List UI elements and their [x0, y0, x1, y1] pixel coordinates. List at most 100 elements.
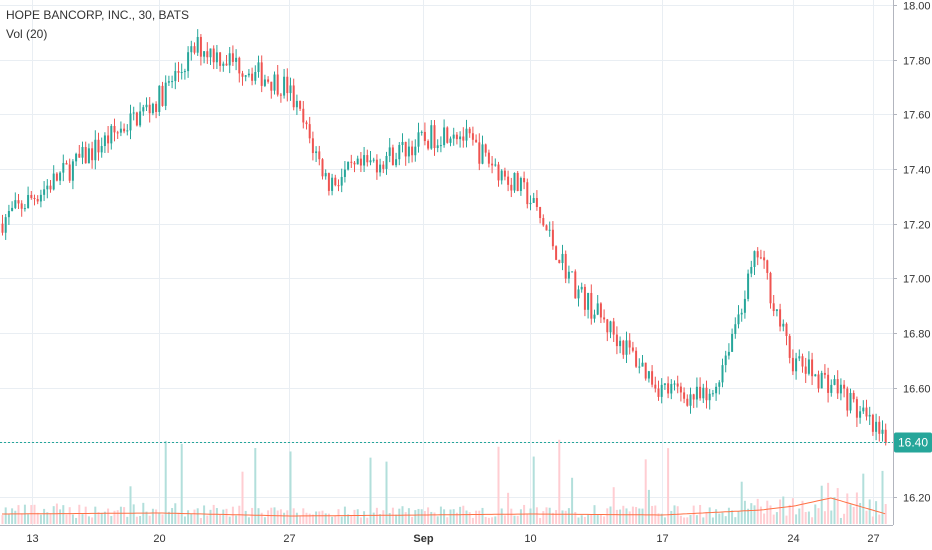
volume-bar: [97, 512, 100, 524]
volume-bar: [209, 509, 212, 524]
candle-body: [750, 266, 753, 274]
candle-body: [849, 392, 852, 411]
candle-body: [43, 189, 46, 195]
volume-bar: [129, 486, 132, 524]
volume-bar: [404, 512, 407, 524]
volume-bar: [881, 470, 884, 524]
volume-bar: [606, 508, 609, 524]
volume-bar: [667, 448, 670, 524]
volume-bar: [385, 461, 388, 524]
volume-bar: [17, 505, 20, 524]
volume-bar: [263, 517, 266, 524]
volume-bar: [481, 507, 484, 524]
volume-bar: [203, 505, 206, 524]
candle-body: [103, 135, 106, 147]
volume-bar: [340, 516, 343, 524]
candle-body: [702, 387, 705, 399]
candle-body: [788, 335, 791, 358]
volume-bar: [219, 514, 222, 524]
volume-bar: [836, 488, 839, 524]
candle-body: [574, 271, 577, 299]
volume-bar: [417, 508, 420, 524]
candle-body: [46, 185, 49, 190]
volume-bar: [436, 516, 439, 524]
volume-bar: [43, 508, 46, 524]
candle-body: [347, 161, 350, 170]
candle-body: [65, 163, 68, 165]
volume-bar: [814, 504, 817, 524]
candle-body: [78, 153, 81, 158]
volume-bar: [683, 517, 686, 524]
volume-bar: [356, 509, 359, 524]
candle-body: [763, 257, 766, 261]
volume-bar: [135, 516, 138, 524]
candle-body: [753, 251, 756, 267]
last-price-box: [894, 432, 932, 453]
volume-bar: [763, 513, 766, 524]
candle-body: [571, 271, 574, 273]
volume-bar: [705, 512, 708, 524]
volume-bar: [859, 502, 862, 524]
time-axis[interactable]: 13 20 27 Sep 10 17 24 27: [26, 533, 879, 545]
candle-body: [481, 144, 484, 164]
candle-body: [430, 125, 433, 149]
volume-bar: [689, 515, 692, 524]
volume-bar: [561, 510, 564, 524]
candle-body: [100, 146, 103, 153]
volume-bar: [843, 513, 846, 524]
volume-bar: [519, 509, 522, 524]
candle-body: [193, 46, 196, 53]
volume-bar: [46, 512, 49, 524]
candle-body: [398, 144, 401, 160]
volume-bar: [148, 515, 151, 524]
candle-body: [404, 141, 407, 157]
candle-body: [251, 73, 254, 81]
volume-bar: [695, 515, 698, 524]
candle-body: [228, 53, 231, 66]
candle-body: [644, 362, 647, 379]
candle-body: [183, 71, 186, 73]
candle-body: [852, 392, 855, 400]
volume-bar: [113, 510, 116, 524]
volume-bar: [379, 514, 382, 524]
candle-body: [449, 138, 452, 143]
volume-bar: [785, 515, 788, 524]
candle-body: [779, 309, 782, 327]
candle-body: [782, 323, 785, 327]
candle-body: [548, 229, 551, 231]
volume-bar: [241, 471, 244, 524]
volume-bar: [779, 499, 782, 524]
volume-bar: [315, 511, 318, 524]
candle-body: [827, 374, 830, 393]
price-tick-label: 16.80: [903, 329, 931, 341]
volume-bar: [535, 507, 538, 524]
candle-body: [740, 312, 743, 315]
candle-body: [881, 429, 884, 434]
candle-body: [830, 384, 833, 393]
volume-bar: [369, 457, 372, 524]
volume-bar: [193, 509, 196, 524]
time-tick-label: 13: [26, 533, 38, 545]
candle-body: [289, 85, 292, 94]
candle-body: [113, 125, 116, 133]
candle-body: [215, 52, 218, 63]
volume-bar: [587, 514, 590, 524]
candle-body: [59, 172, 62, 181]
candle-body: [305, 122, 308, 125]
volume-bar: [139, 515, 142, 524]
time-tick-label: Sep: [413, 533, 433, 545]
candle-body: [235, 57, 238, 62]
volume-bar: [823, 511, 826, 524]
volume-bar: [884, 504, 887, 524]
volume-bar: [132, 504, 135, 524]
candle-body: [833, 379, 836, 385]
volume-bar: [87, 516, 90, 524]
candle-body: [817, 374, 820, 389]
volume-bar: [875, 501, 878, 524]
candle-body: [97, 139, 100, 153]
price-axis[interactable]: 16.20 16.40 16.60 16.80 17.00 17.20 17.40 17.60…: [893, 1, 931, 505]
candle-body: [855, 399, 858, 418]
volume-bar: [583, 516, 586, 524]
volume-bar: [731, 510, 734, 524]
